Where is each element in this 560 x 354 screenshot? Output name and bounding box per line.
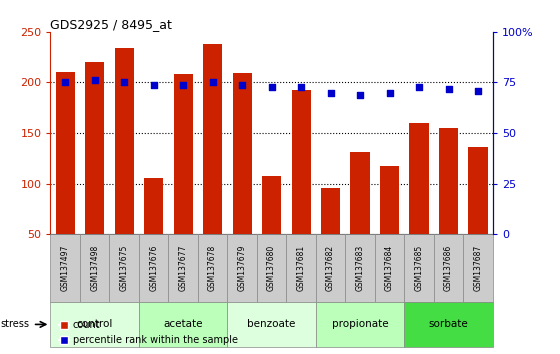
Point <box>120 80 129 85</box>
Text: sorbate: sorbate <box>429 319 468 330</box>
Text: GSM137497: GSM137497 <box>60 245 69 291</box>
Bar <box>404 234 434 302</box>
Bar <box>409 123 428 234</box>
Text: GSM137683: GSM137683 <box>356 245 365 291</box>
Bar <box>174 74 193 234</box>
Text: GSM137678: GSM137678 <box>208 245 217 291</box>
Bar <box>292 90 311 234</box>
Point <box>179 82 188 87</box>
Bar <box>404 302 493 347</box>
Bar <box>227 302 316 347</box>
Text: control: control <box>77 319 113 330</box>
Bar <box>139 234 169 302</box>
Point <box>356 92 365 97</box>
Bar <box>316 234 346 302</box>
Text: GSM137498: GSM137498 <box>90 245 99 291</box>
Text: GSM137685: GSM137685 <box>414 245 423 291</box>
Bar <box>198 234 227 302</box>
Text: GSM137686: GSM137686 <box>444 245 453 291</box>
Bar <box>346 234 375 302</box>
Text: GSM137687: GSM137687 <box>474 245 483 291</box>
Text: GSM137679: GSM137679 <box>237 245 246 291</box>
Point <box>385 90 394 96</box>
Bar <box>109 234 139 302</box>
Bar <box>85 62 104 234</box>
Bar <box>55 72 74 234</box>
Text: GSM137677: GSM137677 <box>179 245 188 291</box>
Point <box>149 82 158 87</box>
Bar <box>257 234 286 302</box>
Bar <box>351 152 370 234</box>
Bar <box>115 48 134 234</box>
Bar <box>434 234 463 302</box>
Bar <box>469 147 488 234</box>
Bar <box>321 188 340 234</box>
Text: GSM137680: GSM137680 <box>267 245 276 291</box>
Bar <box>375 234 404 302</box>
Point <box>90 78 99 83</box>
Text: benzoate: benzoate <box>248 319 296 330</box>
Point <box>297 84 306 89</box>
Bar <box>139 302 227 347</box>
Point <box>60 80 69 85</box>
Point <box>267 84 276 89</box>
Bar <box>439 128 458 234</box>
Point <box>326 90 335 96</box>
Bar <box>50 302 139 347</box>
Text: GSM137684: GSM137684 <box>385 245 394 291</box>
Text: GSM137681: GSM137681 <box>297 245 306 291</box>
Text: GDS2925 / 8495_at: GDS2925 / 8495_at <box>50 18 172 31</box>
Point <box>474 88 483 93</box>
Bar <box>262 176 281 234</box>
Bar <box>227 234 257 302</box>
Point <box>208 80 217 85</box>
Bar <box>463 234 493 302</box>
Legend: count, percentile rank within the sample: count, percentile rank within the sample <box>55 316 242 349</box>
Bar <box>144 178 163 234</box>
Text: GSM137682: GSM137682 <box>326 245 335 291</box>
Text: acetate: acetate <box>164 319 203 330</box>
Text: GSM137676: GSM137676 <box>149 245 158 291</box>
Bar <box>169 234 198 302</box>
Bar <box>80 234 109 302</box>
Text: stress: stress <box>1 319 30 330</box>
Bar <box>203 44 222 234</box>
Point <box>414 84 423 89</box>
Point <box>444 86 453 91</box>
Bar <box>380 166 399 234</box>
Bar <box>50 234 80 302</box>
Bar <box>286 234 316 302</box>
Text: GSM137675: GSM137675 <box>120 245 129 291</box>
Point <box>237 82 246 87</box>
Bar <box>232 73 251 234</box>
Text: propionate: propionate <box>332 319 389 330</box>
Bar <box>316 302 404 347</box>
